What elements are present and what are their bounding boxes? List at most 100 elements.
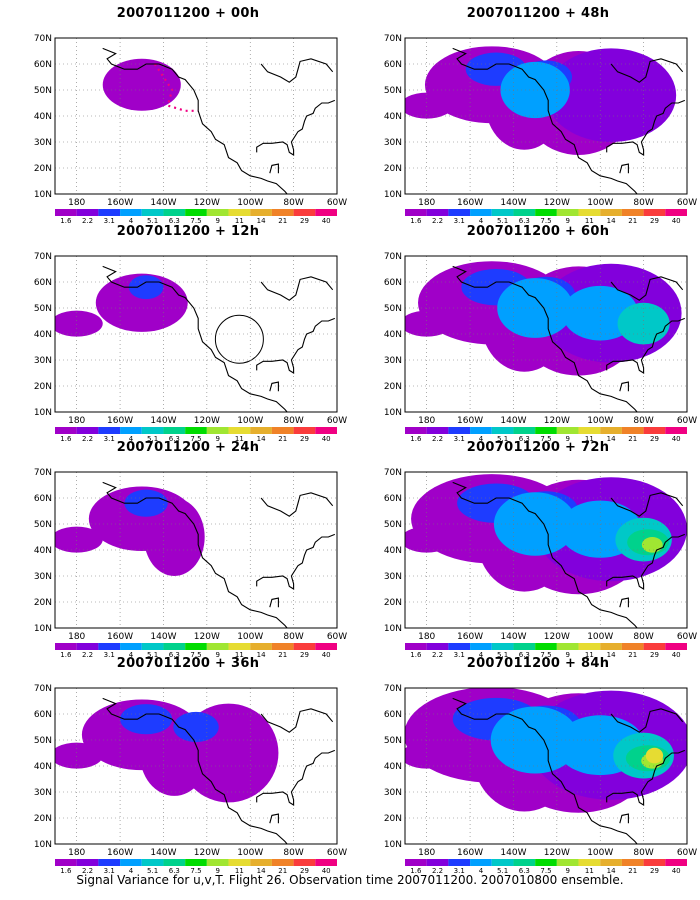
coastline (452, 47, 638, 194)
colorbar-label: 6.3 (169, 867, 180, 875)
lon-tick-label: 160W (457, 416, 483, 426)
coastline (606, 749, 686, 806)
map-svg: 70N 60N 50N 40N 30N 20N 10N 180 160W 140W 120W 100W… (384, 34, 697, 225)
colorbar-swatch (600, 427, 622, 434)
colorbar-swatch (55, 643, 77, 650)
colorbar-swatch (448, 643, 471, 650)
lat-tick-label: 50N (34, 520, 52, 530)
coastline (452, 481, 638, 628)
lon-tick-label: 180 (68, 198, 85, 208)
lat-tick-label: 50N (384, 736, 402, 746)
lat-tick-label: 10N (384, 624, 402, 634)
colorbar-swatch (228, 859, 251, 866)
colorbar-swatch (98, 859, 121, 866)
variance-field (405, 688, 687, 844)
colorbar-label: 4 (129, 867, 134, 875)
variance-field (55, 472, 337, 628)
lat-tick-label: 50N (34, 86, 52, 96)
colorbar-label: 1.6 (60, 651, 72, 659)
lat-tick-label: 40N (34, 762, 52, 772)
lat-tick-label: 20N (34, 382, 52, 392)
coastline (619, 813, 629, 824)
coastline (610, 492, 684, 517)
colorbar-label: 4 (129, 217, 134, 225)
colorbar-label: 2.2 (432, 435, 443, 443)
lat-tick-label: 60N (384, 278, 402, 288)
colorbar-label: 3.1 (454, 435, 465, 443)
colorbar-swatch (405, 209, 427, 216)
map-frame (404, 37, 688, 195)
colorbar-swatch (405, 859, 427, 866)
variance-contour (95, 273, 188, 332)
colorbar-label: 2.2 (432, 867, 443, 875)
lat-tick-label: 50N (384, 86, 402, 96)
colorbar-swatch (76, 209, 99, 216)
map-svg: 70N 60N 50N 40N 30N 20N 10N 180 160W 140W 120W 100W… (384, 684, 697, 875)
colorbar-label: 7.5 (190, 867, 201, 875)
colorbar-swatch (513, 427, 536, 434)
colorbar-label: 6.3 (169, 651, 180, 659)
lat-tick-label: 10N (34, 190, 52, 200)
lon-tick-label: 120W (194, 198, 220, 208)
variance-contour (405, 742, 453, 769)
lat-tick-label: 70N (34, 684, 52, 694)
colorbar-label: 4 (479, 435, 484, 443)
colorbar-swatch (120, 643, 142, 650)
lat-tick-label: 40N (384, 330, 402, 340)
colorbar-swatch (271, 643, 294, 650)
lat-tick-label: 20N (384, 814, 402, 824)
lon-tick-label: 100W (237, 198, 263, 208)
colorbar-swatch (470, 427, 492, 434)
colorbar-swatch (405, 427, 427, 434)
colorbar-label: 3.1 (104, 217, 115, 225)
colorbar-label: 7.5 (540, 435, 551, 443)
coastline (606, 317, 686, 374)
colorbar-swatch (643, 859, 666, 866)
lat-tick-label: 10N (34, 624, 52, 634)
variance-field (405, 256, 687, 412)
colorbar-label: 1.6 (410, 435, 422, 443)
colorbar-swatch (228, 427, 251, 434)
coastline (256, 533, 336, 590)
colorbar-swatch (141, 427, 164, 434)
lon-tick-label: 180 (418, 416, 435, 426)
coastline (619, 163, 629, 174)
colorbar-swatch (206, 643, 229, 650)
colorbar-label: 21 (278, 217, 287, 225)
map-svg: 70N 60N 50N 40N 30N 20N 10N 180 160W 140W 120W 100W… (384, 468, 697, 659)
colorbar-label: 21 (278, 867, 287, 875)
lat-tick-label: 20N (34, 598, 52, 608)
lat-tick-label: 40N (34, 546, 52, 556)
colorbar-label: 21 (278, 651, 287, 659)
colorbar-swatch (55, 209, 77, 216)
colorbar-swatch (491, 643, 514, 650)
coastline (260, 276, 334, 301)
colorbar-swatch (578, 859, 601, 866)
colorbar-swatch (271, 859, 294, 866)
colorbar-label: 3.1 (454, 867, 465, 875)
variance-contour (55, 742, 103, 769)
lon-tick-label: 120W (544, 848, 570, 858)
colorbar-swatch (98, 427, 121, 434)
map-frame (404, 687, 688, 845)
colorbar-label: 29 (300, 651, 309, 659)
variance-contour (55, 526, 103, 553)
panel-title: 2007011200 + 12h (116, 224, 260, 239)
map-panel: 2007011200 + 36h 70N 60N 50N 40N 30N 20N 10N 180… (18, 656, 358, 875)
variance-contour (143, 498, 205, 576)
colorbar-swatch (535, 859, 557, 866)
lon-tick-label: 160W (107, 416, 133, 426)
lat-tick-label: 70N (384, 252, 402, 262)
lat-tick-label: 70N (34, 468, 52, 478)
colorbar-label: 1.6 (60, 217, 72, 225)
lat-tick-label: 20N (384, 164, 402, 174)
lon-tick-label: 80W (633, 416, 653, 426)
coastline (452, 697, 638, 844)
colorbar-swatch (665, 427, 687, 434)
colorbar-label: 40 (322, 651, 331, 659)
variance-contour (120, 704, 173, 735)
colorbar-label: 40 (672, 651, 681, 659)
lat-tick-label: 30N (34, 138, 52, 148)
colorbar-label: 2.2 (82, 867, 93, 875)
coastline (619, 381, 629, 392)
